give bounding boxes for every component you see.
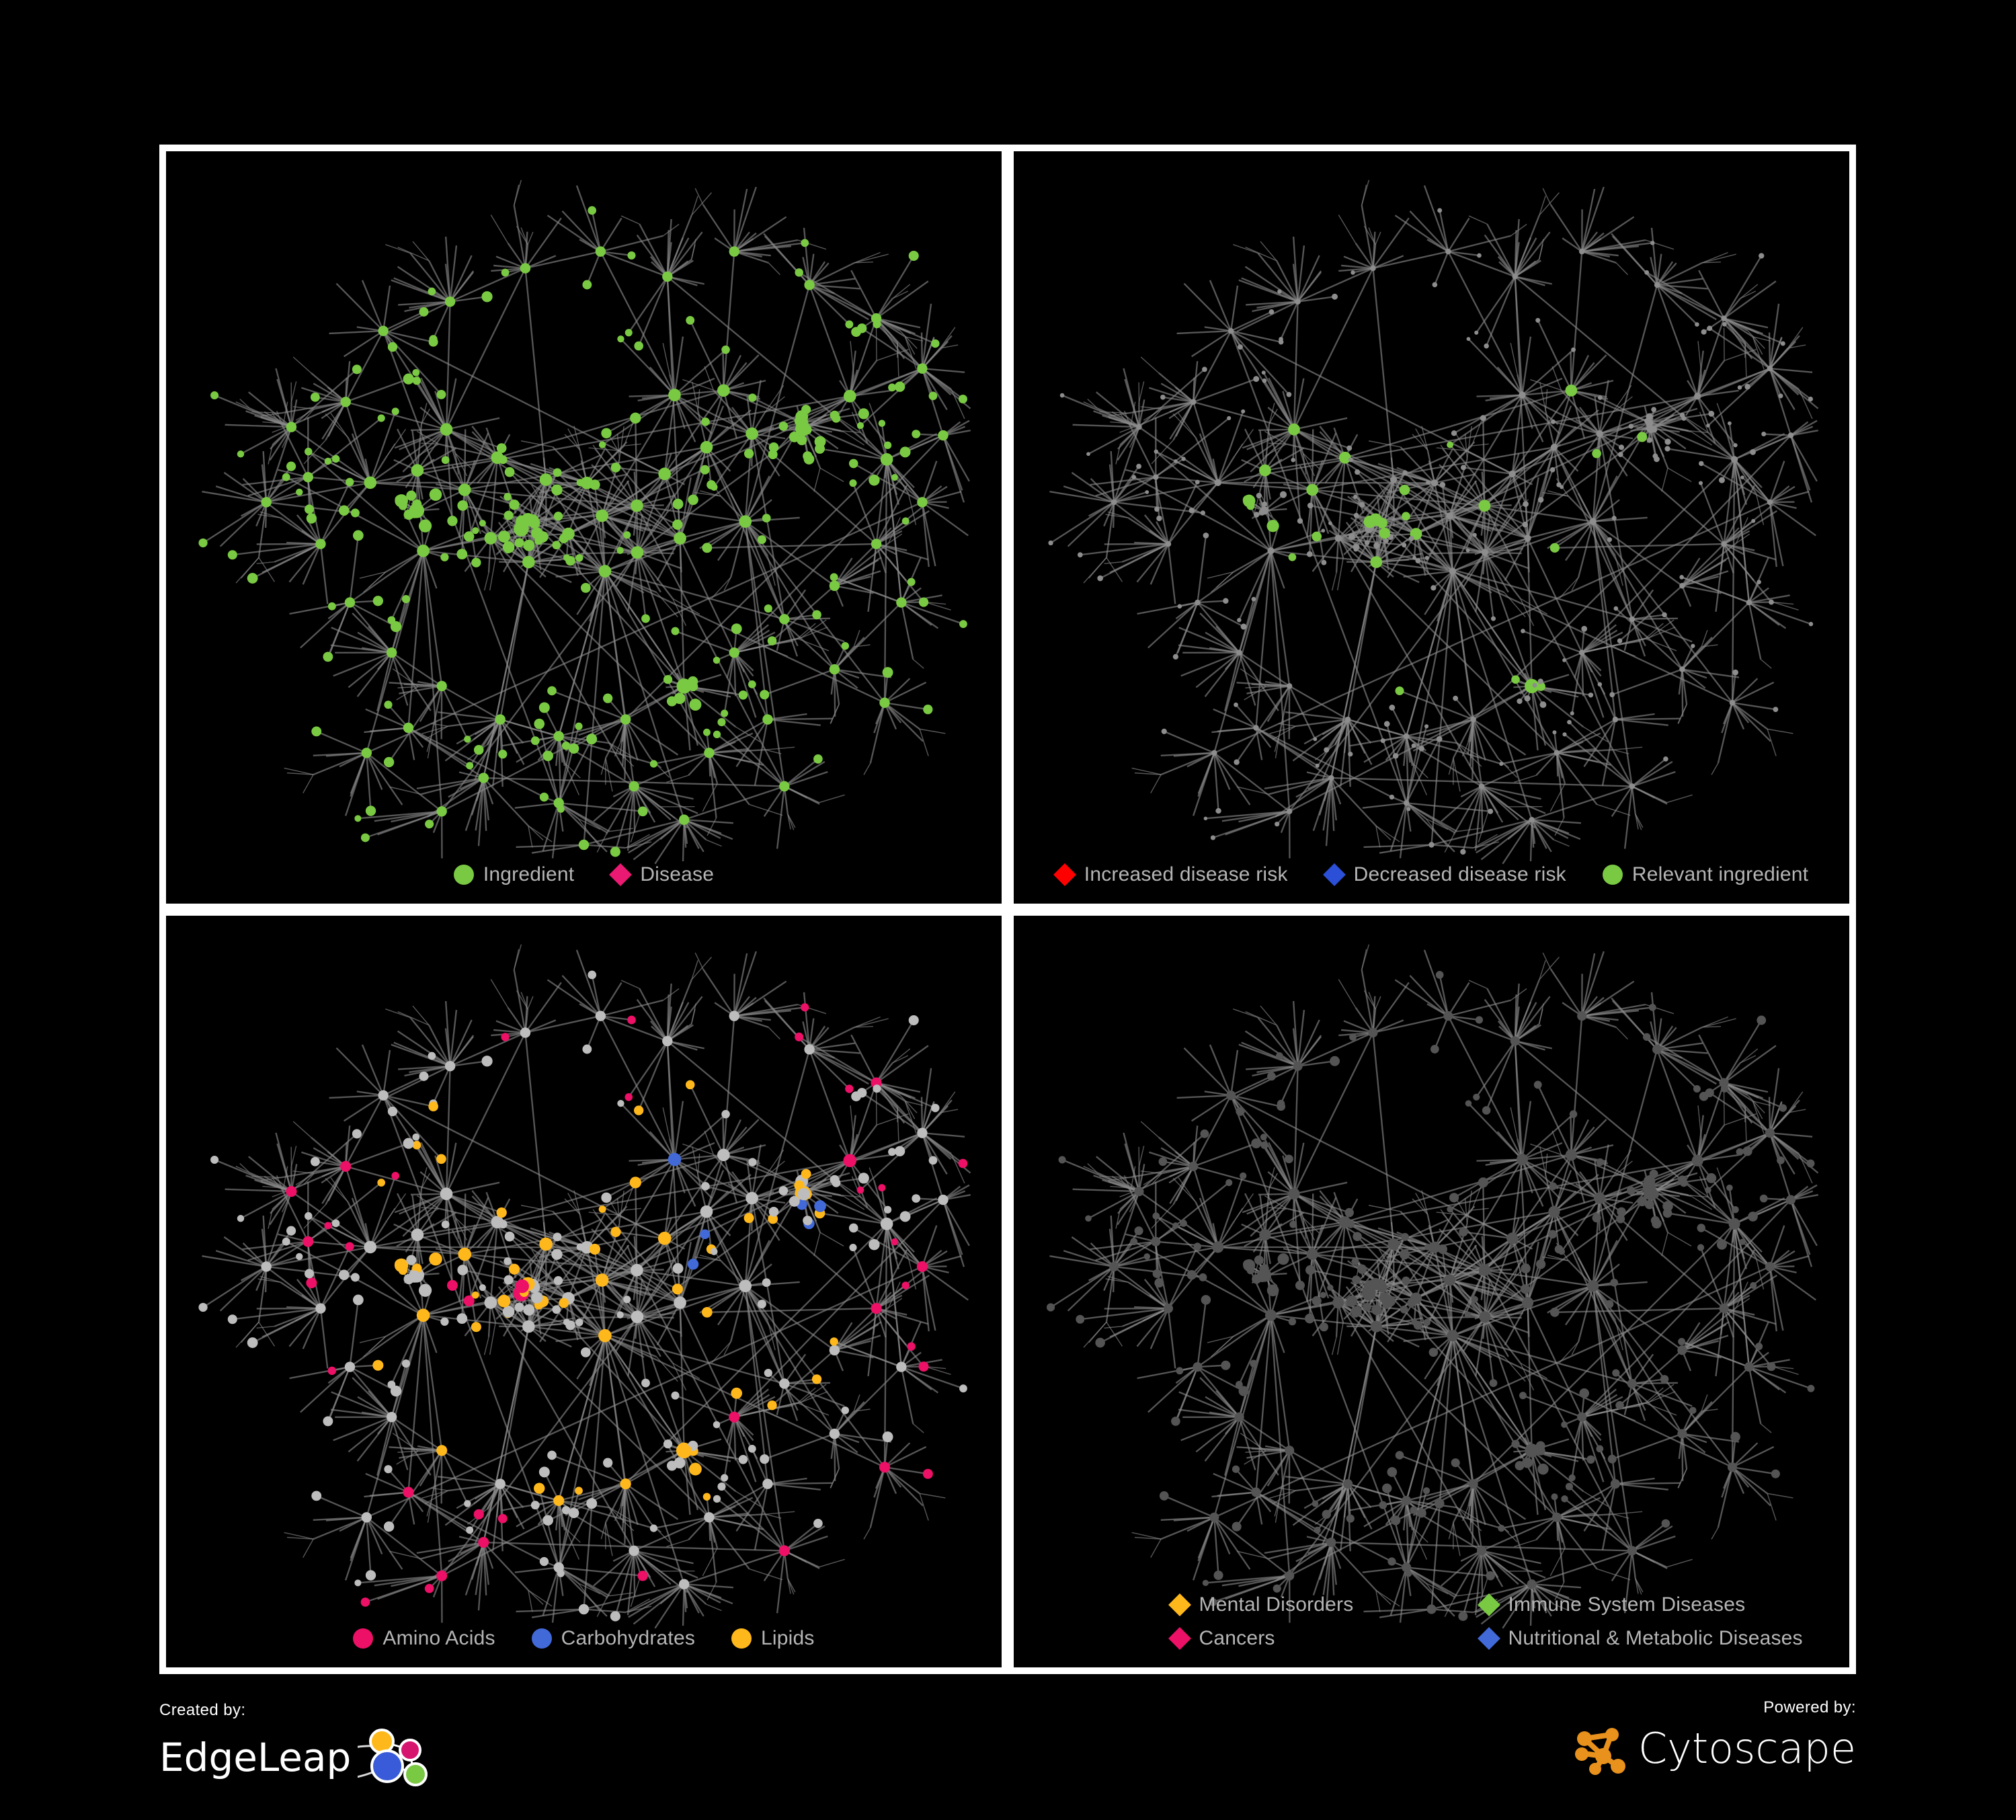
legend-item[interactable]: Ingredient [453, 863, 575, 886]
edgeleap-wordmark: EdgeLeap [159, 1735, 352, 1780]
amino-acids-swatch-icon [353, 1628, 374, 1649]
legend-item[interactable]: Carbohydrates [531, 1627, 696, 1650]
legend-label: Nutritional & Metabolic Diseases [1508, 1627, 1803, 1649]
legend-ingredient-classes: Amino Acids Carbohydrates Lipids [166, 1627, 1002, 1650]
legend-disease-risk: Increased disease risk Decreased disease… [1014, 863, 1849, 886]
legend-label: Carbohydrates [561, 1627, 696, 1649]
legend-label: Increased disease risk [1084, 863, 1288, 885]
legend-item[interactable]: Nutritional & Metabolic Diseases [1477, 1627, 1803, 1650]
legend-item[interactable]: Cancers [1168, 1627, 1439, 1650]
panel-ingredient-disease[interactable]: Ingredient Disease [166, 151, 1002, 904]
legend-label: Mental Disorders [1199, 1593, 1354, 1616]
cytoscape-wordmark: Cytoscape [1638, 1724, 1856, 1773]
created-by-edgeleap: Created by: EdgeLeap [159, 1701, 432, 1791]
network-canvas-ingredient-classes[interactable] [166, 915, 1002, 1668]
legend-item[interactable]: Immune System Diseases [1477, 1593, 1748, 1616]
carbohydrates-swatch-icon [531, 1628, 552, 1649]
panel-ingredient-classes[interactable]: Amino Acids Carbohydrates Lipids [166, 915, 1002, 1668]
ingredient-swatch-icon [453, 864, 474, 885]
legend-label: Immune System Diseases [1508, 1593, 1746, 1616]
immune-system-swatch-icon [1477, 1593, 1500, 1616]
legend-item[interactable]: Disease [609, 863, 715, 886]
decreased-risk-swatch-icon [1322, 863, 1346, 886]
network-canvas-disease-risk[interactable] [1014, 151, 1849, 904]
figure-footer: Created by: EdgeLeap Powered by: [159, 1688, 1856, 1809]
legend-disease-classes: Mental Disorders Immune System Diseases … [1069, 1593, 1803, 1650]
mental-disorders-swatch-icon [1168, 1593, 1191, 1616]
powered-by-cytoscape: Powered by: [1572, 1698, 1856, 1776]
panel-disease-risk[interactable]: Increased disease risk Decreased disease… [1014, 151, 1849, 904]
legend-item[interactable]: Mental Disorders [1168, 1593, 1439, 1616]
legend-label: Ingredient [483, 863, 575, 885]
legend-label: Decreased disease risk [1353, 863, 1566, 885]
legend-label: Relevant ingredient [1631, 863, 1809, 885]
legend-item[interactable]: Relevant ingredient [1602, 863, 1809, 886]
lipids-swatch-icon [731, 1628, 752, 1649]
nutritional-metabolic-swatch-icon [1477, 1627, 1500, 1650]
legend-item[interactable]: Amino Acids [353, 1627, 495, 1650]
increased-risk-swatch-icon [1053, 863, 1076, 886]
network-canvas-disease-classes[interactable] [1014, 915, 1849, 1668]
panel-disease-classes[interactable]: Mental Disorders Immune System Diseases … [1014, 915, 1849, 1668]
network-canvas-ingredient-disease[interactable] [166, 151, 1002, 904]
disease-swatch-icon [609, 863, 633, 886]
legend-label: Amino Acids [382, 1627, 495, 1649]
legend-item[interactable]: Lipids [731, 1627, 815, 1650]
cytoscape-logo-icon [1574, 1728, 1625, 1775]
legend-label: Cancers [1199, 1627, 1275, 1649]
edgeleap-logo-icon [358, 1729, 428, 1786]
legend-ingredient-disease: Ingredient Disease [166, 863, 1002, 886]
panel-grid: Ingredient Disease Increased disease ris… [159, 145, 1856, 1674]
legend-label: Lipids [761, 1627, 815, 1649]
legend-item[interactable]: Decreased disease risk [1322, 863, 1566, 886]
powered-by-kicker: Powered by: [1763, 1698, 1856, 1716]
cancers-swatch-icon [1168, 1627, 1191, 1650]
relevant-ingredient-swatch-icon [1602, 864, 1623, 885]
legend-item[interactable]: Increased disease risk [1053, 863, 1288, 886]
legend-label: Disease [640, 863, 715, 885]
created-by-kicker: Created by: [159, 1701, 246, 1719]
